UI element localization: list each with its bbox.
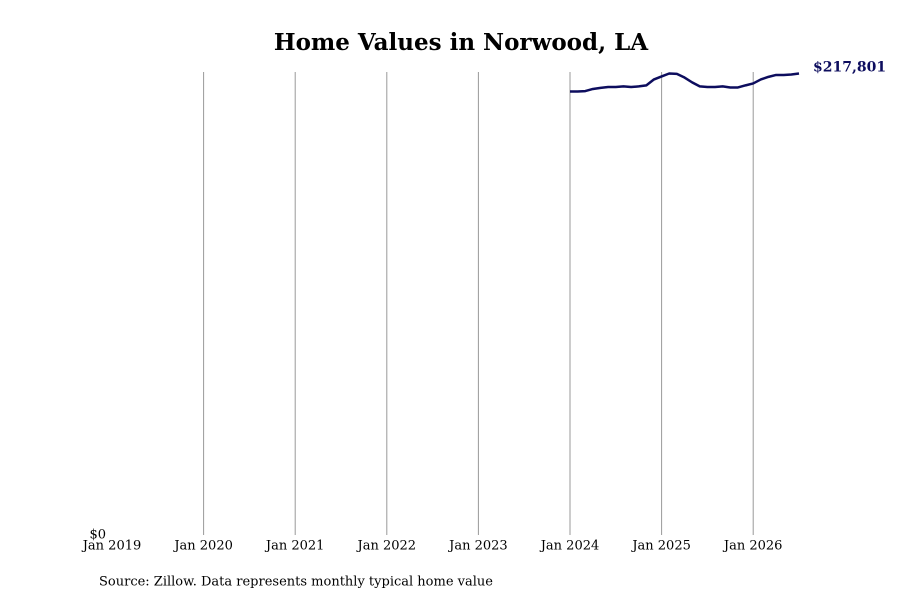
y-tick-label: $0 bbox=[89, 528, 106, 543]
x-tick-label: Jan 2022 bbox=[356, 539, 417, 554]
x-tick-label: Jan 2023 bbox=[447, 539, 508, 554]
x-tick-label: Jan 2024 bbox=[539, 539, 600, 554]
x-tick-label: Jan 2026 bbox=[722, 539, 783, 554]
source-note: Source: Zillow. Data represents monthly … bbox=[99, 575, 493, 590]
x-tick-label: Jan 2020 bbox=[172, 539, 233, 554]
value-label: $217,801 bbox=[813, 59, 886, 75]
x-tick-label: Jan 2021 bbox=[264, 539, 325, 554]
x-tick-label: Jan 2019 bbox=[81, 539, 142, 554]
chart-title: Home Values in Norwood, LA bbox=[274, 29, 649, 56]
line bbox=[570, 72, 800, 93]
x-tick-label: Jan 2025 bbox=[630, 539, 691, 554]
